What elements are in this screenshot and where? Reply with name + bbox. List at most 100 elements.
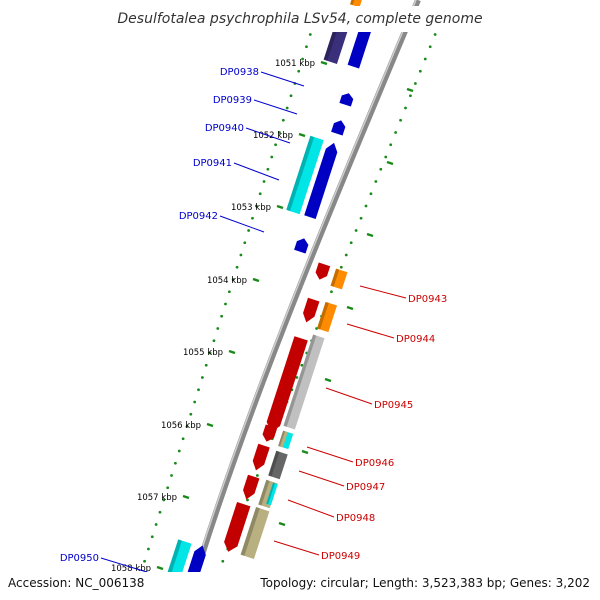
inner-ring-dot bbox=[197, 388, 200, 392]
kbp-tick-mark bbox=[228, 349, 236, 355]
outer-ring-dot bbox=[413, 82, 417, 85]
inner-ring-dot bbox=[297, 69, 301, 73]
gene-block-DP0948-cyan bbox=[266, 482, 278, 506]
outer-ring-dot bbox=[295, 376, 299, 379]
gene-block-DP0943-orange-body bbox=[330, 268, 348, 290]
gene-block-DP0947-grey bbox=[268, 450, 288, 480]
backbone-line bbox=[185, 0, 421, 600]
kbp-tick-label: 1056 kbp bbox=[161, 421, 201, 431]
inner-ring-dot bbox=[170, 474, 173, 477]
gene-block-DP0939-shade bbox=[339, 93, 354, 107]
gene-block-DP0941-body bbox=[304, 142, 338, 219]
inner-ring-dot bbox=[200, 376, 204, 379]
outer-ring-dot bbox=[344, 253, 348, 257]
gene-leader-line bbox=[287, 499, 335, 518]
inner-ring-dot bbox=[189, 412, 193, 416]
kbp-tick-mark bbox=[252, 277, 260, 283]
gene-block-DP0943 bbox=[315, 262, 331, 280]
outer-tick-mark bbox=[324, 377, 332, 383]
gene-block-DP0947-body bbox=[252, 443, 270, 471]
block-top-orange bbox=[350, 0, 362, 8]
gene-label-DP0944[interactable]: DP0944 bbox=[396, 334, 435, 345]
outer-tick-mark bbox=[346, 305, 354, 311]
gene-block-DP0949-khaki-shade bbox=[240, 507, 260, 556]
inner-ring-dot bbox=[181, 437, 185, 441]
accession-text: Accession: NC_006138 bbox=[8, 576, 144, 590]
kbp-ticks: 1051 kbp 1052 kbp 1053 kbp 1054 kbp 1055 kbp… bbox=[111, 59, 414, 574]
kbp-tick-label: 1052 kbp bbox=[253, 131, 293, 141]
gene-label-DP0945[interactable]: DP0945 bbox=[374, 400, 413, 411]
inner-ring-dot bbox=[204, 363, 208, 367]
inner-ring-dot bbox=[308, 33, 312, 36]
inner-ring-dot bbox=[231, 278, 235, 281]
gene-leader-line bbox=[260, 71, 305, 87]
inner-ring-dot bbox=[262, 180, 266, 183]
outer-ring-dot bbox=[300, 363, 304, 367]
backbone-highlight bbox=[185, 0, 417, 600]
outer-ring-dot bbox=[404, 106, 407, 110]
inner-ring-dot bbox=[258, 192, 262, 196]
outer-tick-mark bbox=[386, 160, 394, 166]
gene-block-DP0945-body bbox=[266, 336, 308, 432]
gene-block-DP0948-shade bbox=[243, 474, 260, 500]
inner-ring-dot bbox=[150, 535, 154, 539]
gene-leader-line bbox=[298, 470, 345, 487]
gene-label-DP0948[interactable]: DP0948 bbox=[336, 513, 375, 524]
inner-ring-dot bbox=[162, 498, 166, 502]
genome-backbone bbox=[185, 0, 421, 600]
gene-block-DP0949-shade bbox=[224, 502, 251, 552]
inner-ring-dot bbox=[173, 461, 177, 465]
inner-ring-dot bbox=[281, 118, 285, 122]
gene-block-DP0946-khaki-body bbox=[278, 430, 288, 448]
gene-label-DP0938[interactable]: DP0938 bbox=[220, 67, 259, 78]
outer-ring-dot bbox=[255, 474, 259, 477]
kbp-tick-mark bbox=[276, 204, 284, 210]
feature-blocks bbox=[158, 0, 374, 600]
gene-label-DP0942[interactable]: DP0942 bbox=[179, 211, 218, 222]
gene-block-DP0948 bbox=[243, 474, 260, 500]
inner-ring-dot bbox=[224, 302, 227, 306]
outer-ring-dot bbox=[394, 131, 398, 134]
outer-ring-dot bbox=[369, 192, 373, 196]
gene-block-DP0947-grey-body bbox=[268, 450, 288, 480]
inner-ring-dot bbox=[239, 253, 243, 257]
gene-block-DP0948-khaki-shade bbox=[258, 479, 270, 506]
gene-block-DP0944-shade bbox=[303, 297, 320, 323]
kbp-tick-mark bbox=[206, 422, 214, 428]
gene-block-DP0945-grey-shade bbox=[283, 334, 317, 427]
inner-ring-dot bbox=[301, 57, 304, 61]
title-backdrop bbox=[120, 6, 480, 32]
gene-label-DP0946[interactable]: DP0946 bbox=[355, 458, 394, 469]
inner-ring-dot bbox=[285, 106, 289, 110]
gene-block-DP0946-body bbox=[262, 424, 278, 442]
gene-label-DP0941[interactable]: DP0941 bbox=[193, 158, 232, 169]
outer-tick-mark bbox=[301, 449, 309, 455]
inner-ring-dot bbox=[147, 547, 150, 551]
gene-label-DP0949[interactable]: DP0949 bbox=[321, 551, 360, 562]
gene-labels[interactable]: DP0938 DP0939 DP0940 DP0941 DP0942 DP0943 DP09… bbox=[60, 67, 447, 574]
inner-ring-dot bbox=[166, 486, 170, 490]
footer-backdrop bbox=[0, 572, 600, 600]
gene-block-DP0946-khaki bbox=[278, 430, 288, 448]
inner-ring-dot bbox=[305, 45, 308, 49]
gene-label-DP0939[interactable]: DP0939 bbox=[213, 95, 252, 106]
block-top-orange-shade bbox=[350, 0, 356, 6]
inner-ring-dot bbox=[274, 143, 278, 147]
outer-tick-mark bbox=[278, 521, 286, 527]
gene-label-DP0947[interactable]: DP0947 bbox=[346, 482, 385, 493]
gene-label-DP0943[interactable]: DP0943 bbox=[408, 294, 447, 305]
gene-block-DP0943-orange bbox=[330, 268, 348, 290]
gene-block-DP0946-shade bbox=[262, 424, 278, 442]
outer-ring-dot bbox=[364, 204, 368, 208]
gene-label-DP0940[interactable]: DP0940 bbox=[205, 123, 244, 134]
gene-block-DP0944 bbox=[303, 297, 320, 323]
gene-block-DP0947-shade bbox=[252, 443, 270, 471]
outer-ring-dot bbox=[418, 69, 422, 73]
gene-label-DP0950[interactable]: DP0950 bbox=[60, 553, 99, 564]
gene-block-DP0945-shade bbox=[266, 336, 308, 432]
kbp-tick-mark bbox=[182, 494, 190, 500]
inner-ring-dot bbox=[270, 155, 274, 159]
inner-ring-dot bbox=[247, 229, 251, 232]
inner-ring-dot bbox=[158, 510, 162, 514]
gene-block-DP0949 bbox=[224, 502, 251, 552]
